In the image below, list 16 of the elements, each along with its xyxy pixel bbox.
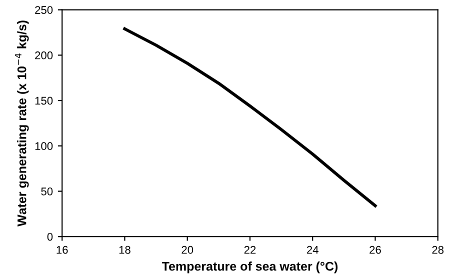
x-axis-title: Temperature of sea water (°C) [162, 262, 338, 274]
x-tick-label: 22 [244, 246, 256, 254]
x-tick-label: 24 [306, 246, 318, 254]
x-tick-label: 20 [182, 246, 194, 254]
line-series [123, 27, 377, 208]
x-tick-label: 18 [119, 246, 130, 254]
y-tick-label: 100 [35, 142, 53, 150]
y-tick-label: 0 [47, 232, 53, 241]
x-tick-label: 16 [56, 246, 68, 254]
x-tick-label: 26 [370, 246, 381, 254]
y-tick-label: 200 [35, 51, 53, 60]
y-tick-label: 50 [41, 188, 53, 196]
y-axis-title: Water generating rate (x 10$^{−4}$ kg/s) [14, 20, 29, 226]
x-tick-label: 28 [432, 246, 444, 254]
y-tick-label: 150 [35, 96, 53, 105]
y-tick-label: 250 [35, 6, 53, 14]
